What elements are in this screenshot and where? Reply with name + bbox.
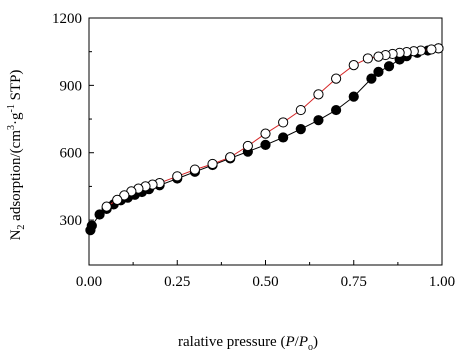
desorption-point — [348, 60, 359, 71]
desorption-point — [112, 194, 123, 205]
desorption-point — [242, 140, 253, 152]
y-axis-label: N2 adsorption/(cm3·g-1 STP) — [6, 70, 27, 241]
x-tick-label: 0.75 — [341, 274, 367, 290]
desorption-point — [260, 128, 271, 139]
desorption-point — [278, 117, 289, 128]
desorption-point — [119, 190, 130, 201]
series-line-1 — [89, 47, 439, 231]
axes — [88, 17, 443, 266]
x-tick-label: 0.50 — [252, 274, 278, 290]
desorption-point — [313, 89, 324, 100]
desorption-point — [295, 104, 306, 116]
desorption-point — [101, 201, 112, 212]
adsorption-point — [278, 132, 289, 143]
adsorption-point — [331, 104, 342, 116]
tick-labels: 0.00 0.25 0.50 0.75 1.00 300 600 900 1200 — [52, 11, 455, 290]
adsorption-point — [295, 124, 306, 135]
series-layer — [85, 43, 444, 236]
desorption-point — [373, 51, 384, 62]
adsorption-point — [366, 73, 377, 84]
adsorption-point — [383, 61, 395, 72]
adsorption-point — [260, 139, 271, 150]
y-tick-label: 900 — [60, 78, 83, 94]
x-tick-label: 0.25 — [164, 274, 190, 290]
adsorption-point — [313, 115, 324, 126]
y-tick-label: 1200 — [52, 11, 82, 27]
x-axis-label: ralative pressure (P/Po) — [178, 334, 318, 353]
desorption-point — [207, 158, 218, 170]
x-tick-label: 0.00 — [76, 274, 102, 290]
y-tick-label: 600 — [60, 146, 83, 162]
adsorption-point — [373, 66, 384, 77]
y-tick-label: 300 — [60, 213, 83, 229]
adsorption-point — [94, 209, 105, 220]
desorption-point — [189, 164, 200, 175]
desorption-point — [362, 53, 373, 64]
desorption-point — [225, 152, 236, 163]
desorption-point — [426, 44, 437, 55]
adsorption-point — [86, 220, 97, 231]
desorption-point — [331, 73, 342, 84]
adsorption-point — [348, 91, 359, 102]
desorption-point — [172, 171, 183, 182]
x-tick-label: 1.00 — [429, 274, 455, 290]
